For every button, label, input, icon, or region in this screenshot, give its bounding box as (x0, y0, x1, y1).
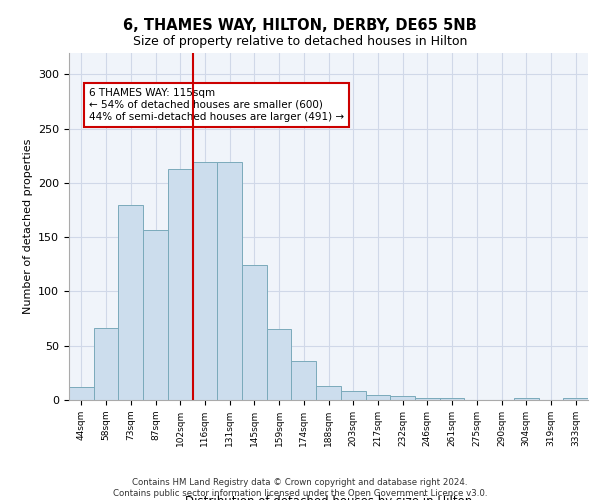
Bar (292, 361, 316, 400)
Bar (143, 230, 168, 400)
Y-axis label: Number of detached properties: Number of detached properties (23, 138, 32, 314)
Text: Contains HM Land Registry data © Crown copyright and database right 2024.
Contai: Contains HM Land Registry data © Crown c… (113, 478, 487, 498)
Bar (118, 204, 143, 400)
Bar (365, 394, 390, 400)
Text: 6 THAMES WAY: 115sqm
← 54% of detached houses are smaller (600)
44% of semi-deta: 6 THAMES WAY: 115sqm ← 54% of detached h… (89, 88, 344, 122)
Bar (267, 330, 292, 400)
Bar (69, 387, 94, 400)
Bar (415, 398, 440, 400)
Text: 6, THAMES WAY, HILTON, DERBY, DE65 5NB: 6, THAMES WAY, HILTON, DERBY, DE65 5NB (123, 18, 477, 32)
Bar (168, 168, 193, 400)
Bar (217, 162, 242, 400)
Bar (94, 328, 118, 400)
Bar (242, 266, 267, 400)
Bar (390, 396, 415, 400)
X-axis label: Distribution of detached houses by size in Hilton: Distribution of detached houses by size … (185, 494, 472, 500)
Bar (341, 392, 365, 400)
Bar (316, 386, 341, 400)
Bar (563, 398, 588, 400)
Bar (514, 398, 539, 400)
Bar (440, 398, 464, 400)
Bar (193, 162, 217, 400)
Text: Size of property relative to detached houses in Hilton: Size of property relative to detached ho… (133, 35, 467, 48)
